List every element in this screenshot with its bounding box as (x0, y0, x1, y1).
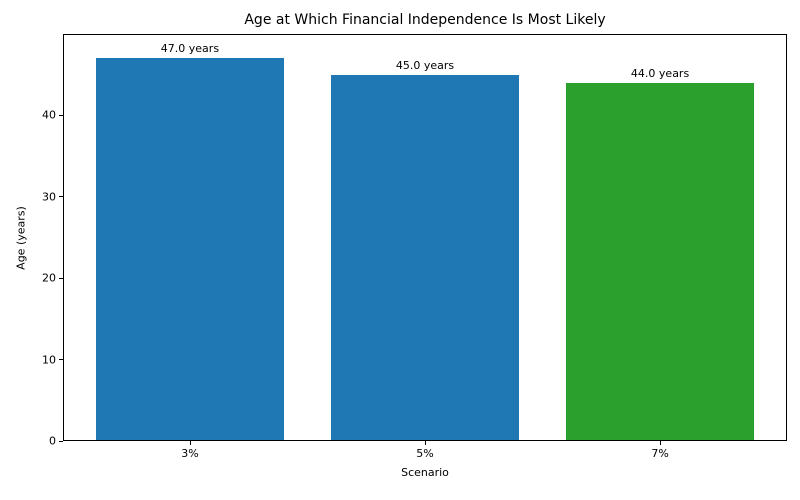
y-tick-label: 40 (42, 108, 56, 122)
y-tick-label: 30 (42, 190, 56, 204)
chart-title: Age at Which Financial Independence Is M… (244, 12, 606, 28)
y-tick-mark (59, 114, 63, 116)
bar-value-label: 44.0 years (630, 66, 690, 80)
y-tick-label: 0 (49, 434, 56, 448)
x-tick-label: 5% (416, 447, 434, 460)
y-tick-label: 10 (42, 353, 56, 367)
y-tick-mark (59, 196, 63, 198)
y-tick-mark (59, 440, 63, 442)
x-tick-label: 7% (651, 447, 669, 460)
bar-value-label: 47.0 years (160, 42, 220, 56)
x-axis-label: Scenario (401, 466, 449, 479)
x-tick-mark (425, 441, 426, 445)
x-tick-mark (660, 441, 662, 445)
y-tick-mark (59, 359, 63, 361)
bar (330, 74, 520, 441)
y-axis-label: Age (years) (14, 206, 28, 270)
x-tick-mark (189, 441, 191, 445)
bar (566, 82, 755, 441)
plot-area (63, 34, 787, 441)
y-tick-mark (59, 277, 63, 279)
bar-value-label: 45.0 years (395, 58, 455, 72)
bar (95, 58, 284, 441)
y-tick-label: 20 (42, 271, 56, 285)
x-tick-label: 3% (181, 447, 199, 460)
